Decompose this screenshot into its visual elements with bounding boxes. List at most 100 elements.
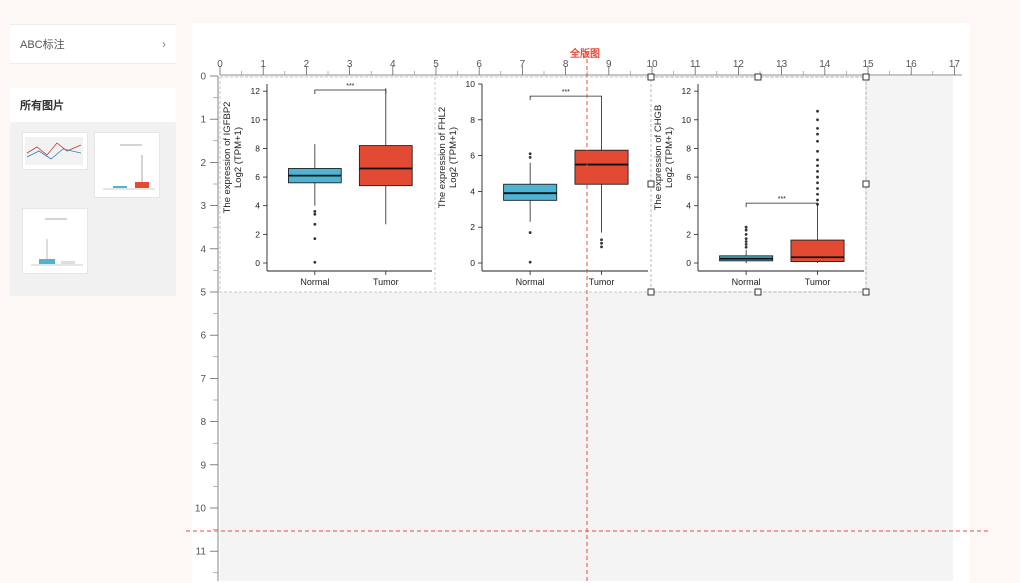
- top-ruler-label: 0: [217, 59, 223, 70]
- image-thumbnail-2[interactable]: [94, 132, 160, 198]
- outlier-point: [313, 210, 317, 213]
- resize-handle[interactable]: [647, 180, 655, 188]
- y-axis-label-unit: Log2 (TPM+1): [448, 127, 459, 188]
- significance-bracket: [314, 89, 387, 94]
- outlier-point: [313, 212, 317, 216]
- outlier-point: [744, 232, 748, 236]
- resize-handle[interactable]: [754, 288, 762, 296]
- resize-handle[interactable]: [862, 73, 870, 81]
- y-tick-label: 10: [682, 115, 692, 125]
- top-ruler-label: 2: [304, 59, 310, 70]
- left-ruler-label: 2: [200, 158, 206, 169]
- y-tick-label: 10: [251, 115, 261, 125]
- selection-box[interactable]: [219, 73, 870, 296]
- outlier-point: [816, 158, 819, 162]
- top-ruler-label: 15: [862, 59, 874, 70]
- outlier-point: [313, 237, 317, 241]
- outlier-point: [816, 181, 819, 185]
- y-axis-label-unit: Log2 (TPM+1): [664, 127, 675, 188]
- top-ruler-label: 14: [819, 59, 831, 70]
- image-thumbnail-3[interactable]: [22, 208, 88, 274]
- left-ruler-label: 9: [200, 460, 206, 471]
- outlier-point: [528, 152, 532, 156]
- resize-handle[interactable]: [862, 180, 870, 188]
- significance-label: ***: [562, 89, 570, 96]
- significance-label: ***: [346, 83, 354, 90]
- outlier-point: [816, 118, 819, 122]
- left-ruler-label: 5: [200, 288, 206, 299]
- image-thumbnail-1[interactable]: [22, 132, 88, 170]
- thumbnail-2-preview: [103, 144, 155, 190]
- outlier-point: [816, 126, 819, 130]
- y-tick-label: 0: [686, 258, 691, 268]
- thumbnail-3-preview: [31, 218, 83, 266]
- top-ruler-label: 16: [906, 59, 918, 70]
- outlier-point: [600, 241, 603, 245]
- abc-annotation-row[interactable]: ABC标注 ›: [10, 24, 176, 64]
- outlier-point: [528, 260, 532, 264]
- left-ruler-label: 0: [200, 72, 206, 83]
- outlier-point: [313, 222, 317, 226]
- resize-handle[interactable]: [647, 288, 655, 296]
- y-tick-label: 0: [470, 258, 475, 268]
- left-ruler-label: 6: [200, 331, 206, 342]
- outlier-point: [744, 225, 748, 229]
- y-axis-label: The expression of IGFBP2: [222, 102, 233, 214]
- outlier-point: [816, 109, 819, 113]
- box-tumor: [574, 149, 629, 185]
- chevron-right-icon: ›: [162, 37, 166, 51]
- top-ruler-label: 7: [520, 59, 526, 70]
- thumbnail-1-preview: [25, 137, 83, 165]
- resize-handle[interactable]: [862, 288, 870, 296]
- y-tick-label: 12: [251, 86, 261, 96]
- x-tick-label: Normal: [732, 277, 761, 287]
- full-page-label: 全版图: [570, 49, 600, 60]
- outlier-point: [816, 169, 819, 173]
- top-ruler-label: 6: [476, 59, 482, 70]
- outlier-point: [816, 164, 819, 168]
- y-tick-label: 6: [255, 172, 260, 182]
- left-ruler[interactable]: 0 1 2 3 4 5 6 7 8 9 10 11: [195, 72, 219, 582]
- boxplot-panel-2: 0 2 4 6 8 10 The expression of FHL2 Log2 (TPM+1…: [437, 79, 648, 287]
- left-ruler-label: 8: [200, 417, 206, 428]
- all-images-title: 所有图片: [20, 100, 64, 112]
- y-tick-label: 4: [470, 186, 475, 196]
- top-ruler-label: 9: [606, 59, 612, 70]
- top-ruler-label: 11: [690, 59, 701, 70]
- x-tick-label: Normal: [516, 277, 545, 287]
- outlier-point: [744, 228, 748, 232]
- significance-bracket: [529, 95, 602, 101]
- y-tick-label: 8: [255, 143, 260, 153]
- all-images-panel: 所有图片: [10, 88, 176, 296]
- outlier-point: [816, 198, 819, 202]
- outlier-point: [600, 245, 603, 249]
- x-tick-label: Normal: [300, 277, 329, 287]
- left-ruler-label: 10: [195, 504, 207, 515]
- top-ruler-label: 17: [949, 59, 961, 70]
- top-ruler[interactable]: 0 1 2 3 4 5 6 7 8 9 10 11 12 13 14 15 16 17: [217, 59, 962, 76]
- outlier-point: [744, 245, 748, 249]
- abc-annotation-label: ABC标注: [20, 39, 65, 51]
- figure-panel[interactable]: 0 2 4 6 8 10 12 The expression of IGFBP2 Log2 (T…: [220, 77, 866, 292]
- left-ruler-label: 11: [196, 547, 207, 558]
- left-ruler-label: 1: [200, 115, 206, 126]
- figure-outline: [219, 76, 867, 293]
- outlier-point: [528, 231, 532, 234]
- boxplot-panel-1: 0 2 4 6 8 10 12 The expression of IGFBP2 Log2 (T…: [222, 83, 432, 287]
- x-tick-label: Tumor: [589, 277, 615, 287]
- top-ruler-label: 3: [347, 59, 353, 70]
- y-tick-label: 6: [686, 172, 691, 182]
- top-ruler-label: 13: [776, 59, 788, 70]
- y-tick-label: 2: [470, 222, 475, 232]
- box-tumor: [790, 239, 845, 263]
- resize-handle[interactable]: [754, 73, 762, 81]
- outlier-point: [313, 260, 317, 264]
- outlier-point: [816, 175, 819, 179]
- y-tick-label: 2: [255, 229, 260, 239]
- top-ruler-label: 4: [390, 59, 396, 70]
- outlier-point: [816, 149, 819, 153]
- y-tick-label: 0: [255, 258, 260, 268]
- outlier-point: [744, 237, 748, 241]
- sidebar: ABC标注 › 所有图片: [10, 24, 176, 296]
- resize-handle[interactable]: [647, 73, 655, 81]
